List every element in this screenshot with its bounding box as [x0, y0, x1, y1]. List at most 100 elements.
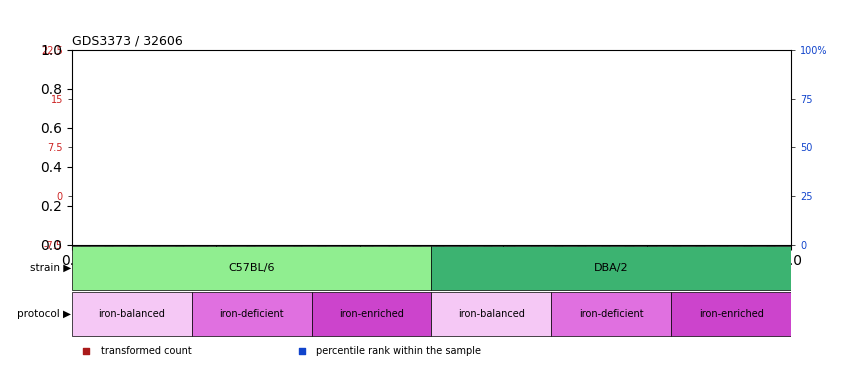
Bar — [673, 193, 686, 196]
Bar — [531, 141, 545, 196]
Point — [650, 212, 663, 218]
Point — [697, 212, 711, 218]
Bar — [650, 196, 662, 206]
Bar — [460, 186, 474, 196]
Bar — [272, 177, 284, 196]
Bar — [318, 118, 332, 196]
Point — [223, 232, 237, 238]
Bar — [106, 131, 118, 196]
Point — [744, 207, 757, 213]
Bar — [768, 186, 781, 196]
Text: GSM262950: GSM262950 — [556, 246, 562, 284]
Text: iron-balanced: iron-balanced — [98, 309, 165, 319]
Bar — [579, 147, 591, 196]
Text: GSM262845: GSM262845 — [768, 246, 774, 284]
Text: GSM262954: GSM262954 — [651, 246, 656, 284]
Bar — [295, 147, 308, 196]
Text: strain ▶: strain ▶ — [30, 263, 71, 273]
Bar — [555, 173, 568, 196]
Point — [342, 238, 355, 244]
Text: iron-deficient: iron-deficient — [579, 309, 644, 319]
Bar — [431, 246, 791, 290]
Text: GSM262800: GSM262800 — [295, 246, 301, 284]
Bar — [431, 292, 552, 336]
Text: GSM262951: GSM262951 — [580, 246, 585, 284]
Text: GSM262841: GSM262841 — [673, 246, 680, 284]
Point — [247, 191, 261, 197]
Text: GSM262820: GSM262820 — [485, 246, 491, 284]
Point — [602, 207, 616, 213]
Point — [531, 207, 545, 213]
Bar — [437, 144, 450, 196]
Text: GSM262817: GSM262817 — [437, 246, 443, 284]
Text: GSM262773: GSM262773 — [366, 246, 372, 284]
Text: iron-deficient: iron-deficient — [219, 309, 284, 319]
Bar — [671, 292, 791, 336]
Point — [271, 236, 284, 242]
Text: GSM262799: GSM262799 — [272, 246, 277, 284]
Text: GSM262798: GSM262798 — [248, 246, 254, 284]
Point — [106, 187, 119, 193]
Text: GSM262768: GSM262768 — [129, 246, 135, 284]
Point — [673, 201, 687, 207]
Text: iron-balanced: iron-balanced — [458, 309, 525, 319]
Text: GSM262771: GSM262771 — [319, 246, 325, 284]
Text: GSM262765: GSM262765 — [106, 246, 113, 284]
Text: GSM262762: GSM262762 — [82, 246, 89, 284]
Bar — [153, 108, 166, 196]
Bar — [177, 137, 190, 196]
Text: GSM262796: GSM262796 — [201, 246, 206, 284]
Bar — [72, 246, 431, 290]
Bar — [72, 292, 192, 336]
Bar — [552, 292, 671, 336]
Text: GSM262795: GSM262795 — [414, 246, 420, 284]
Text: DBA/2: DBA/2 — [594, 263, 629, 273]
Point — [413, 238, 426, 244]
Bar — [697, 196, 710, 206]
Point — [555, 207, 569, 213]
Text: GSM262842: GSM262842 — [697, 246, 704, 284]
Bar — [224, 108, 237, 196]
Bar — [508, 160, 521, 196]
Text: GSM262770: GSM262770 — [177, 246, 183, 284]
Text: GSM262840: GSM262840 — [532, 246, 538, 284]
Point — [556, 190, 569, 197]
Text: GSM262769: GSM262769 — [153, 246, 159, 284]
Point — [129, 232, 142, 238]
Point — [579, 199, 592, 205]
Bar — [413, 141, 426, 196]
Text: GSM262844: GSM262844 — [744, 246, 750, 284]
Text: GSM262772: GSM262772 — [343, 246, 349, 284]
Text: GSM262797: GSM262797 — [224, 246, 230, 284]
Point — [389, 238, 403, 244]
Point — [626, 209, 640, 215]
Text: GSM262794: GSM262794 — [390, 246, 396, 284]
Text: GSM262952: GSM262952 — [603, 246, 609, 284]
Bar — [342, 149, 355, 196]
Bar — [484, 180, 497, 196]
Point — [460, 209, 474, 215]
Point — [152, 191, 166, 197]
Bar — [311, 292, 431, 336]
Point — [721, 203, 734, 209]
Bar — [248, 134, 261, 196]
Bar — [201, 92, 213, 196]
Bar — [602, 196, 615, 199]
Text: percentile rank within the sample: percentile rank within the sample — [316, 346, 481, 356]
Text: GSM262839: GSM262839 — [508, 246, 514, 284]
Text: iron-enriched: iron-enriched — [339, 309, 404, 319]
Bar — [82, 154, 95, 196]
Bar — [129, 147, 142, 196]
Text: GDS3373 / 32606: GDS3373 / 32606 — [72, 35, 183, 48]
Point — [484, 207, 497, 213]
Text: iron-enriched: iron-enriched — [699, 309, 764, 319]
Bar — [721, 183, 733, 196]
Bar — [626, 186, 639, 196]
Point — [437, 203, 450, 209]
Point — [200, 191, 213, 197]
Point — [294, 238, 308, 244]
Bar — [744, 186, 757, 196]
Text: GSM262953: GSM262953 — [627, 246, 633, 284]
Bar — [365, 134, 379, 196]
Bar — [192, 292, 311, 336]
